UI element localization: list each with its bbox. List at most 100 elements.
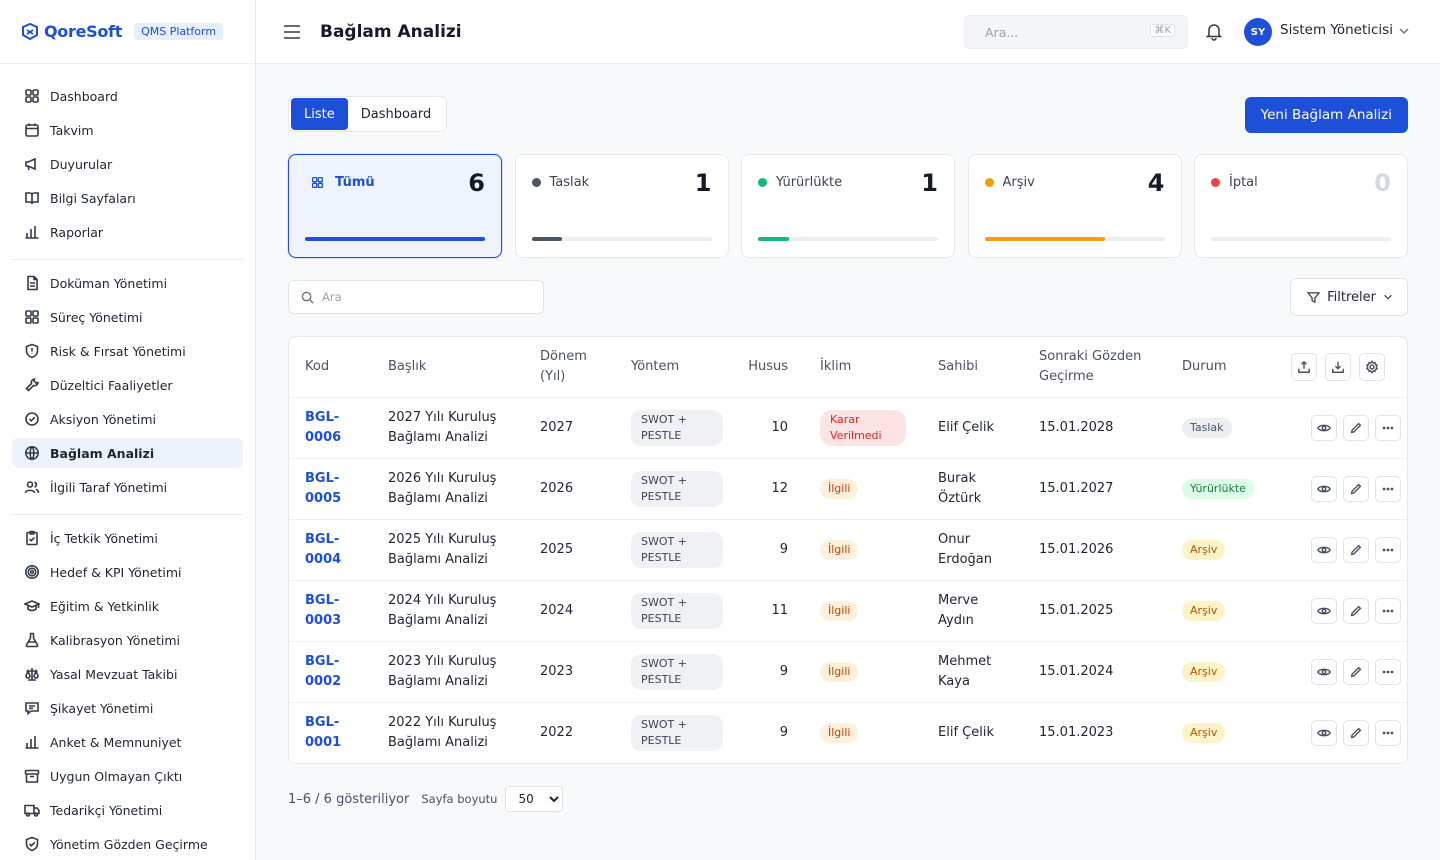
sidebar-nav: Dashboard Takvim Duyurular Bilgi Sayfaları R… [0, 64, 255, 860]
cell-actions [1275, 702, 1407, 763]
status-badge: Arşiv [1182, 722, 1226, 743]
sidebar-item-raporlar[interactable]: Raporlar [12, 217, 243, 247]
user-name[interactable]: Sistem Yöneticisi [1280, 22, 1393, 38]
sidebar-item-hedef-kpi-yonetimi[interactable]: Hedef & KPI Yönetimi [12, 557, 243, 587]
column-header-kod[interactable]: Kod [289, 337, 372, 398]
sidebar-item-dokuman-yonetimi[interactable]: Doküman Yönetimi [12, 268, 243, 298]
record-code-link[interactable]: BGL-0003 [305, 592, 342, 628]
sidebar-item-uygun-olmayan-cikti[interactable]: Uygun Olmayan Çıktı [12, 761, 243, 791]
table-settings-button[interactable] [1359, 352, 1385, 381]
table-row[interactable]: BGL-0002 2023 Yılı Kuruluş Bağlamı Analiz… [289, 641, 1407, 703]
scale-icon [24, 666, 40, 682]
logo-icon [22, 22, 38, 40]
sidebar-item-duyurular[interactable]: Duyurular [12, 149, 243, 179]
more-actions-button[interactable] [1375, 536, 1401, 563]
pencil-icon [1350, 544, 1362, 555]
edit-button[interactable] [1343, 414, 1369, 441]
stat-card-yururlukte[interactable]: Yürürlükte 1 [741, 154, 955, 258]
page-size-select[interactable]: 102550100 [505, 786, 564, 812]
sidebar-item-tedarikci-yonetimi[interactable]: Tedarikçi Yönetimi [12, 795, 243, 825]
more-actions-button[interactable] [1375, 475, 1401, 502]
cell-husus: 10 [731, 397, 804, 459]
status-badge: Taslak [1182, 417, 1232, 438]
hamburger-menu-icon[interactable] [282, 22, 302, 42]
table-row[interactable]: BGL-0006 2027 Yılı Kuruluş Bağlamı Analiz… [289, 397, 1407, 459]
stat-card-arsiv[interactable]: Arşiv 4 [967, 154, 1182, 258]
more-actions-button[interactable] [1375, 719, 1401, 746]
global-search-input[interactable]: Ara... ⌘K [964, 15, 1188, 49]
sidebar-item-risk-firsat-yonetimi[interactable]: Risk & Fırsat Yönetimi [12, 336, 243, 366]
sidebar-item-bilgi-sayfalari[interactable]: Bilgi Sayfaları [12, 183, 243, 213]
sidebar-item-anket-memnuniyet[interactable]: Anket & Memnuniyet [12, 727, 243, 757]
table-row[interactable]: BGL-0005 2026 Yılı Kuruluş Bağlamı Analiz… [289, 458, 1407, 520]
cell-sonraki: 15.01.2028 [1023, 397, 1166, 459]
cell-actions [1275, 397, 1407, 459]
stat-label-text: Taslak [549, 175, 590, 190]
sidebar-item-yonetim-gozden-gecirme[interactable]: Yönetim Gözden Geçirme [12, 829, 243, 859]
tab-liste[interactable]: Liste [291, 98, 348, 130]
column-header-sonraki[interactable]: Sonraki Gözden Geçirme [1023, 337, 1166, 398]
record-code-link[interactable]: BGL-0006 [305, 409, 342, 445]
column-header-iklim[interactable]: İklim [804, 337, 922, 398]
more-actions-button[interactable] [1375, 414, 1401, 441]
column-header-baslik[interactable]: Başlık [372, 337, 524, 398]
stat-card-tumu[interactable]: Tümü 6 [288, 154, 502, 258]
sidebar-item-kalibrasyon-yonetimi[interactable]: Kalibrasyon Yönetimi [12, 625, 243, 655]
sidebar-item-surec-yonetimi[interactable]: Süreç Yönetimi [12, 302, 243, 332]
bell-icon[interactable] [1204, 21, 1224, 41]
view-button[interactable] [1311, 414, 1337, 441]
sidebar-item-takvim[interactable]: Takvim [12, 115, 243, 145]
edit-button[interactable] [1343, 475, 1369, 502]
record-code-link[interactable]: BGL-0001 [305, 714, 342, 750]
column-header-durum[interactable]: Durum [1166, 337, 1275, 398]
sidebar-item-dashboard[interactable]: Dashboard [12, 81, 243, 111]
sidebar-item-ilgili-taraf-yonetimi[interactable]: İlgili Taraf Yönetimi [12, 472, 243, 502]
column-header-yontem[interactable]: Yöntem [615, 337, 731, 398]
sidebar-item-egitim-yetkinlik[interactable]: Eğitim & Yetkinlik [12, 591, 243, 621]
tab-dashboard[interactable]: Dashboard [360, 106, 432, 122]
sidebar-item-aksiyon-yonetimi[interactable]: Aksiyon Yönetimi [12, 404, 243, 434]
new-context-analysis-button[interactable]: Yeni Bağlam Analizi [1244, 97, 1408, 133]
table-search[interactable] [288, 280, 544, 314]
column-header-donem[interactable]: Dönem (Yıl) [524, 337, 615, 398]
pencil-icon [1350, 483, 1362, 494]
record-code-link[interactable]: BGL-0005 [305, 470, 342, 506]
climate-badge: İlgili [820, 478, 859, 499]
upload-icon [1298, 360, 1310, 373]
edit-button[interactable] [1343, 719, 1369, 746]
view-button[interactable] [1311, 658, 1337, 685]
view-button[interactable] [1311, 475, 1337, 502]
view-button[interactable] [1311, 536, 1337, 563]
chevron-down-icon[interactable] [1398, 25, 1410, 37]
sidebar-item-sikayet-yonetimi[interactable]: Şikayet Yönetimi [12, 693, 243, 723]
record-code-link[interactable]: BGL-0002 [305, 653, 342, 689]
edit-button[interactable] [1343, 658, 1369, 685]
sidebar-item-baglam-analizi[interactable]: Bağlam Analizi [12, 438, 243, 468]
sidebar-item-duzeltici-faaliyetler[interactable]: Düzeltici Faaliyetler [12, 370, 243, 400]
stat-card-iptal[interactable]: İptal 0 [1194, 154, 1408, 258]
method-chip: SWOT + PESTLE [631, 470, 723, 507]
table-search-input[interactable] [322, 290, 522, 304]
table-row[interactable]: BGL-0004 2025 Yılı Kuruluş Bağlamı Analiz… [289, 519, 1407, 581]
cell-baslik: 2026 Yılı Kuruluş Bağlamı Analizi [372, 458, 524, 520]
more-actions-button[interactable] [1375, 658, 1401, 685]
view-button[interactable] [1311, 597, 1337, 624]
column-header-husus[interactable]: Husus [731, 337, 804, 398]
cell-baslik: 2023 Yılı Kuruluş Bağlamı Analizi [372, 641, 524, 703]
sidebar-item-yasal-mevzuat-takibi[interactable]: Yasal Mevzuat Takibi [12, 659, 243, 689]
table-row[interactable]: BGL-0003 2024 Yılı Kuruluş Bağlamı Analiz… [289, 580, 1407, 642]
export-button[interactable] [1291, 352, 1317, 381]
sidebar-item-ic-tetkik-yonetimi[interactable]: İç Tetkik Yönetimi [12, 523, 243, 553]
import-button[interactable] [1325, 352, 1351, 381]
table-row[interactable]: BGL-0001 2022 Yılı Kuruluş Bağlamı Analiz… [289, 702, 1407, 763]
edit-button[interactable] [1343, 536, 1369, 563]
avatar[interactable]: SY [1244, 18, 1272, 46]
view-button[interactable] [1311, 719, 1337, 746]
clipboard-icon [24, 530, 40, 546]
stat-card-taslak[interactable]: Taslak 1 [514, 154, 729, 258]
filters-button[interactable]: Filtreler [1290, 278, 1408, 316]
more-actions-button[interactable] [1375, 597, 1401, 624]
record-code-link[interactable]: BGL-0004 [305, 531, 342, 567]
edit-button[interactable] [1343, 597, 1369, 624]
column-header-sahibi[interactable]: Sahibi [922, 337, 1023, 398]
